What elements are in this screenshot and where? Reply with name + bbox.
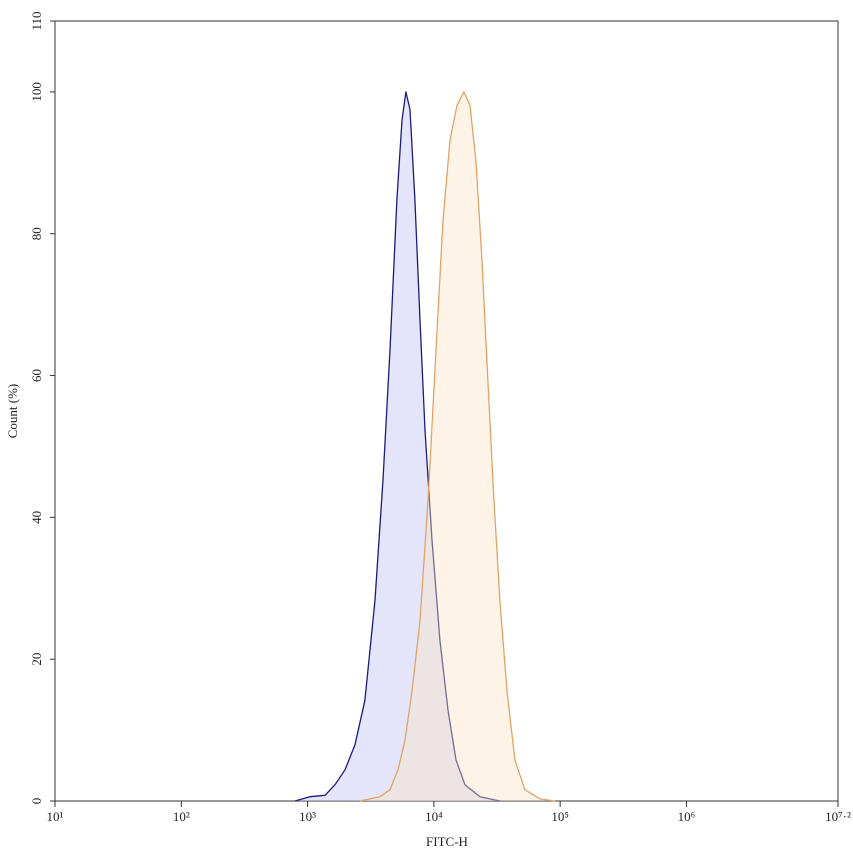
x-tick-label: 10⁶ bbox=[678, 809, 696, 824]
x-tick-label: 10⁵ bbox=[551, 809, 569, 824]
series-line bbox=[359, 91, 556, 802]
y-tick-label: 20 bbox=[29, 653, 44, 666]
y-tick-label: 110 bbox=[29, 11, 44, 30]
x-tick-label: 10⁴ bbox=[425, 809, 443, 824]
y-tick-label: 60 bbox=[29, 369, 44, 382]
area-fill bbox=[359, 91, 555, 801]
x-tick-label: 10³ bbox=[299, 809, 316, 824]
y-tick-label: 100 bbox=[29, 82, 44, 102]
y-tick-label: 0 bbox=[29, 798, 44, 805]
y-tick-label: 40 bbox=[29, 511, 44, 524]
x-tick-label: 10¹ bbox=[47, 809, 64, 824]
x-tick-label: 10² bbox=[173, 809, 190, 824]
area-fill bbox=[294, 91, 500, 801]
x-tick-label: 10⁷·² bbox=[825, 809, 851, 824]
plot-frame bbox=[54, 20, 839, 802]
x-axis-label: FITC-H bbox=[426, 834, 468, 849]
series-line bbox=[294, 91, 501, 802]
y-tick-label: 80 bbox=[29, 227, 44, 240]
y-axis-label: Count (%) bbox=[5, 384, 20, 439]
